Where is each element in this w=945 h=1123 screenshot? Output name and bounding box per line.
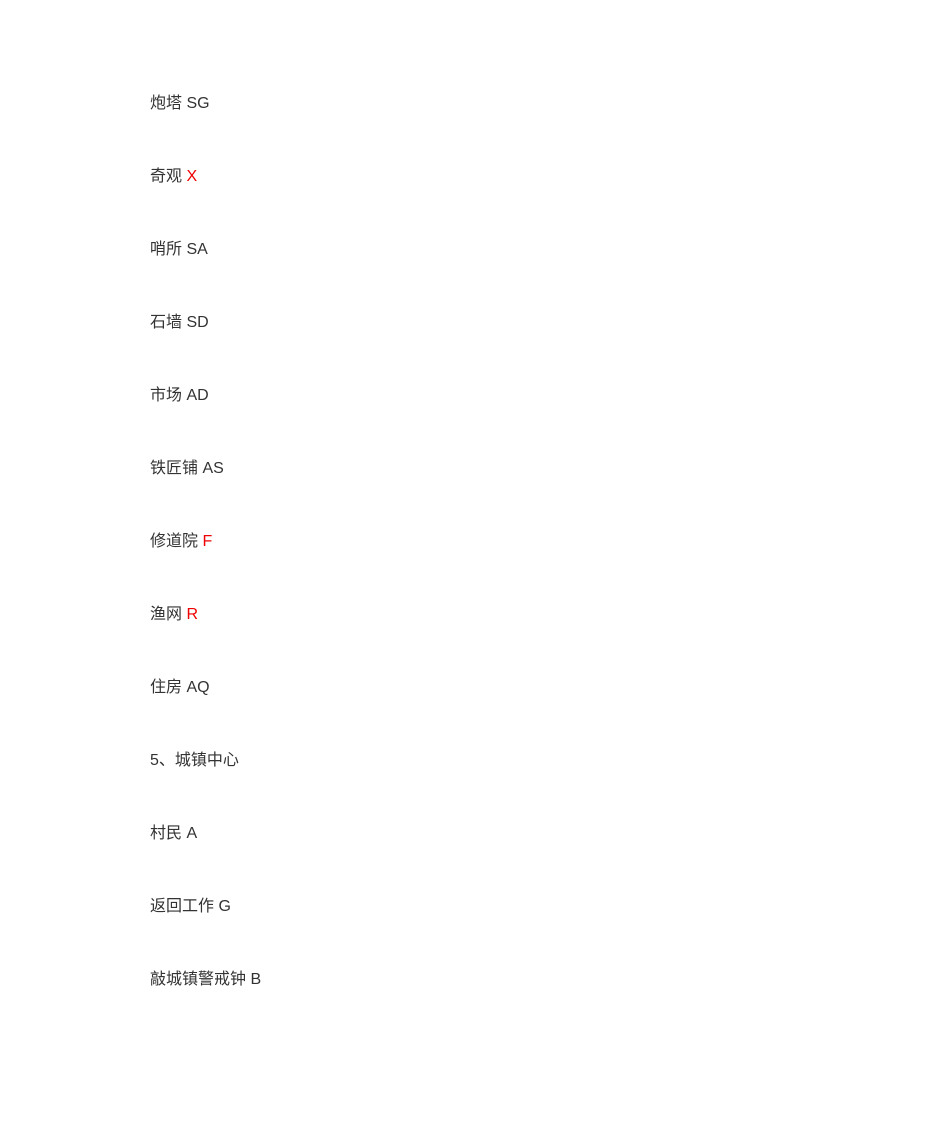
item-hotkey: AS xyxy=(202,460,223,477)
item-hotkey: F xyxy=(202,533,212,550)
item-hotkey: SD xyxy=(186,314,208,331)
item-label: 修道院 xyxy=(150,533,198,550)
list-item: 炮塔 SG xyxy=(150,92,261,116)
item-label: 炮塔 xyxy=(150,95,182,112)
item-hotkey: X xyxy=(186,168,197,185)
item-hotkey: A xyxy=(186,825,197,842)
item-label: 市场 xyxy=(150,387,182,404)
list-item: 住房 AQ xyxy=(150,676,261,700)
list-item: 修道院 F xyxy=(150,530,261,554)
list-item: 奇观 X xyxy=(150,165,261,189)
item-label: 石墙 xyxy=(150,314,182,331)
item-hotkey: SG xyxy=(186,95,209,112)
list-item: 渔网 R xyxy=(150,603,261,627)
item-label: 渔网 xyxy=(150,606,182,623)
item-hotkey: B xyxy=(250,971,261,988)
item-hotkey: G xyxy=(218,898,230,915)
item-hotkey: AD xyxy=(186,387,208,404)
section-label: 5、城镇中心 xyxy=(150,752,239,769)
list-item: 敲城镇警戒钟 B xyxy=(150,968,261,992)
list-item: 市场 AD xyxy=(150,384,261,408)
item-hotkey: AQ xyxy=(186,679,209,696)
item-label: 返回工作 xyxy=(150,898,214,915)
item-hotkey: R xyxy=(186,606,198,623)
list-item: 哨所 SA xyxy=(150,238,261,262)
item-label: 村民 xyxy=(150,825,182,842)
item-label: 奇观 xyxy=(150,168,182,185)
list-item: 铁匠铺 AS xyxy=(150,457,261,481)
list-item: 返回工作 G xyxy=(150,895,261,919)
list-item: 石墙 SD xyxy=(150,311,261,335)
item-label: 铁匠铺 xyxy=(150,460,198,477)
hotkey-list: 炮塔 SG 奇观 X 哨所 SA 石墙 SD 市场 AD 铁匠铺 AS 修道院 … xyxy=(150,92,261,1041)
list-item: 村民 A xyxy=(150,822,261,846)
item-label: 哨所 xyxy=(150,241,182,258)
item-hotkey: SA xyxy=(186,241,207,258)
section-header: 5、城镇中心 xyxy=(150,749,261,773)
item-label: 敲城镇警戒钟 xyxy=(150,971,246,988)
item-label: 住房 xyxy=(150,679,182,696)
